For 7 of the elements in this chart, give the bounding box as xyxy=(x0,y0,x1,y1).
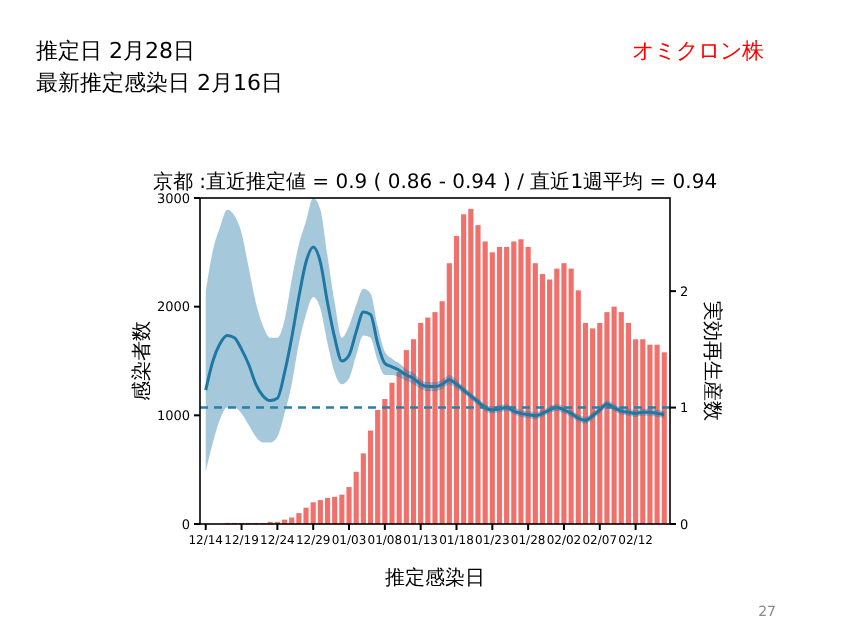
text: 推定日 2月28日 xyxy=(36,38,195,64)
text: オミクロン株 xyxy=(632,38,764,64)
chart-title: 京都 :直近推定値 = 0.9 ( 0.86 - 0.94 ) / 直近1週平均 = 0.94 xyxy=(152,170,718,194)
text: 最新推定感染日 2月16日 xyxy=(36,70,283,96)
x-axis-title: 推定感染日 xyxy=(385,566,485,590)
y2-axis-title: 実効再生産数 xyxy=(700,301,724,421)
y-axis-title: 感染者数 xyxy=(130,321,154,401)
